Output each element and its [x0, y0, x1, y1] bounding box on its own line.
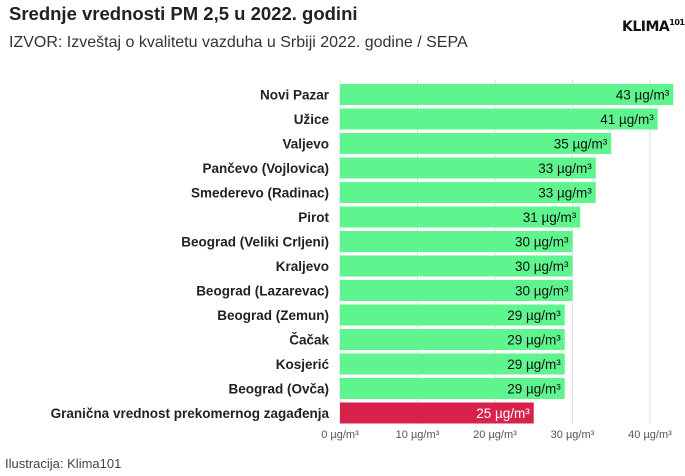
value-label: 43 µg/m³ — [616, 88, 670, 103]
category-label: Valjevo — [282, 137, 329, 152]
category-label: Čačak — [289, 333, 329, 348]
category-label: Granična vrednost prekomernog zagađenja — [51, 406, 330, 421]
category-label: Smederevo (Radinac) — [191, 186, 329, 201]
category-label: Užice — [294, 112, 330, 127]
bar — [340, 84, 674, 105]
value-label: 29 µg/m³ — [507, 308, 561, 323]
x-tick-label: 40 µg/m³ — [628, 429, 672, 441]
value-label: 29 µg/m³ — [507, 357, 561, 372]
bar — [340, 329, 565, 350]
value-label: 41 µg/m³ — [600, 112, 654, 127]
bar — [340, 280, 573, 301]
category-label: Pirot — [298, 210, 329, 225]
category-label: Beograd (Lazarevac) — [196, 284, 329, 299]
x-tick-label: 10 µg/m³ — [396, 429, 440, 441]
category-label: Beograd (Veliki Crljeni) — [181, 235, 329, 250]
value-label: 33 µg/m³ — [538, 186, 592, 201]
value-label: 30 µg/m³ — [515, 284, 569, 299]
bar — [340, 108, 658, 130]
category-label: Kraljevo — [276, 259, 329, 274]
value-label: 25 µg/m³ — [476, 406, 530, 421]
value-label: 31 µg/m³ — [523, 210, 577, 225]
chart-title: Srednje vrednosti PM 2,5 u 2022. godini — [9, 3, 358, 24]
bar — [340, 206, 581, 228]
bar — [340, 378, 565, 399]
value-label: 35 µg/m³ — [554, 137, 608, 152]
x-tick-label: 20 µg/m³ — [473, 429, 517, 441]
bar — [340, 304, 565, 326]
category-label: Beograd (Zemun) — [217, 308, 329, 323]
logo-superscript: 101 — [669, 18, 685, 27]
logo-text: KLIMA — [622, 19, 670, 35]
category-label: Kosjerić — [276, 357, 330, 372]
bar — [340, 353, 565, 375]
limit-bar — [340, 402, 534, 424]
bar — [340, 133, 612, 154]
value-label: 30 µg/m³ — [515, 235, 569, 250]
chart-subtitle: IZVOR: Izveštaj o kvalitetu vazduha u Sr… — [9, 34, 468, 51]
bar — [340, 231, 573, 252]
klima101-logo: KLIMA101 — [622, 18, 685, 35]
value-label: 29 µg/m³ — [507, 382, 561, 397]
value-label: 29 µg/m³ — [507, 333, 561, 348]
category-label: Pančevo (Vojlovica) — [202, 161, 329, 176]
value-label: 33 µg/m³ — [538, 161, 592, 176]
value-label: 30 µg/m³ — [515, 259, 569, 274]
x-tick-label: 0 µg/m³ — [321, 429, 359, 441]
bar — [340, 255, 573, 277]
illustration-credit: Ilustracija: Klima101 — [5, 456, 122, 471]
x-tick-label: 30 µg/m³ — [551, 429, 595, 441]
category-label: Beograd (Ovča) — [228, 382, 329, 397]
category-label: Novi Pazar — [260, 88, 330, 103]
bar — [340, 182, 596, 203]
bar — [340, 157, 596, 179]
